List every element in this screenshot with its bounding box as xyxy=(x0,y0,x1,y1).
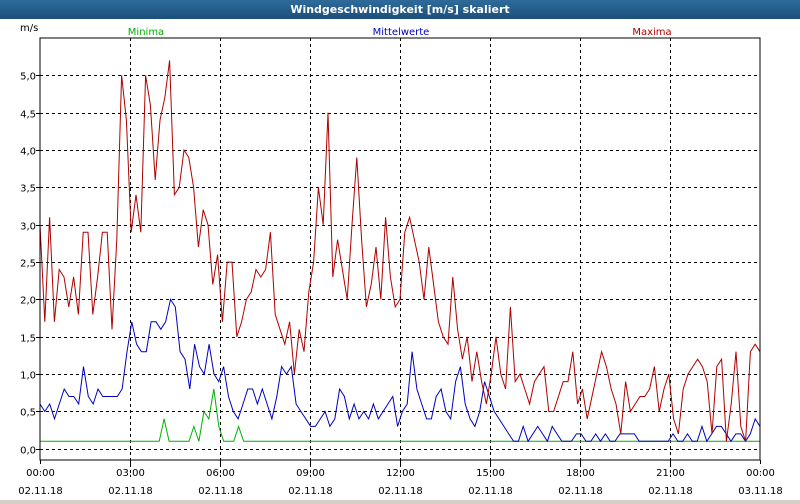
y-tick-label: 2,0 xyxy=(20,296,36,307)
chart-area: m/s 0,0 0,5 1,0 1,5 2,0 2,5 3,0 3,5 4,0 4,5 5,0 00:0… xyxy=(0,19,800,500)
x-tick-time-label: 18:00 xyxy=(566,468,595,479)
y-tick-label: 1,5 xyxy=(20,334,36,345)
legend-entry-mittelwerte: Mittelwerte xyxy=(373,27,430,38)
x-tick-time-label: 21:00 xyxy=(656,468,685,479)
x-tick-date-label: 02.11.18 xyxy=(468,486,513,497)
y-tick-label: 2,5 xyxy=(20,259,36,270)
y-tick-label: 3,5 xyxy=(20,184,36,195)
series-line-mittelwerte xyxy=(39,298,761,443)
legend-entry-minima: Minima xyxy=(128,27,164,38)
y-tick-label: 4,0 xyxy=(20,147,36,158)
x-tick-time-label: 15:00 xyxy=(476,468,505,479)
wind-speed-chart: m/s 0,0 0,5 1,0 1,5 2,0 2,5 3,0 3,5 4,0 4,5 5,0 00:0… xyxy=(18,23,783,497)
legend-layer: Minima Mittelwerte Maxima xyxy=(128,27,672,38)
y-tick-label: 0,5 xyxy=(20,408,36,419)
x-tick-date-label: 02.11.18 xyxy=(288,486,333,497)
x-tick-date-label: 02.11.18 xyxy=(558,486,603,497)
x-tick-time-label: 09:00 xyxy=(296,468,325,479)
y-tick-label: 1,0 xyxy=(20,371,36,382)
x-tick-date-label: 02.11.18 xyxy=(648,486,693,497)
x-tick-date-label: 03.11.18 xyxy=(738,486,783,497)
x-tick-time-label: 00:00 xyxy=(26,468,55,479)
y-tick-label: 4,5 xyxy=(20,110,36,121)
x-tick-time-label: 00:00 xyxy=(746,468,775,479)
series-line-maxima xyxy=(39,60,761,442)
legend-entry-maxima: Maxima xyxy=(632,27,671,38)
x-tick-time-label: 12:00 xyxy=(386,468,415,479)
axis-layer: m/s 0,0 0,5 1,0 1,5 2,0 2,5 3,0 3,5 4,0 4,5 5,0 00:0… xyxy=(18,23,783,497)
series-layer xyxy=(39,60,761,443)
x-tick-date-label: 02.11.18 xyxy=(378,486,423,497)
x-tick-date-label: 02.11.18 xyxy=(198,486,243,497)
x-tick-date-label: 02.11.18 xyxy=(18,486,63,497)
x-tick-time-label: 03:00 xyxy=(116,468,145,479)
series-line-minima xyxy=(40,388,760,442)
grid-layer xyxy=(40,38,760,477)
y-tick-label: 0,0 xyxy=(20,446,36,457)
y-axis-unit-label: m/s xyxy=(20,23,38,34)
y-tick-label: 5,0 xyxy=(20,72,36,83)
x-tick-date-label: 02.11.18 xyxy=(108,486,153,497)
chart-title-bar: Windgeschwindigkeit [m/s] skaliert xyxy=(0,0,800,19)
y-tick-label: 3,0 xyxy=(20,222,36,233)
x-tick-time-label: 06:00 xyxy=(206,468,235,479)
